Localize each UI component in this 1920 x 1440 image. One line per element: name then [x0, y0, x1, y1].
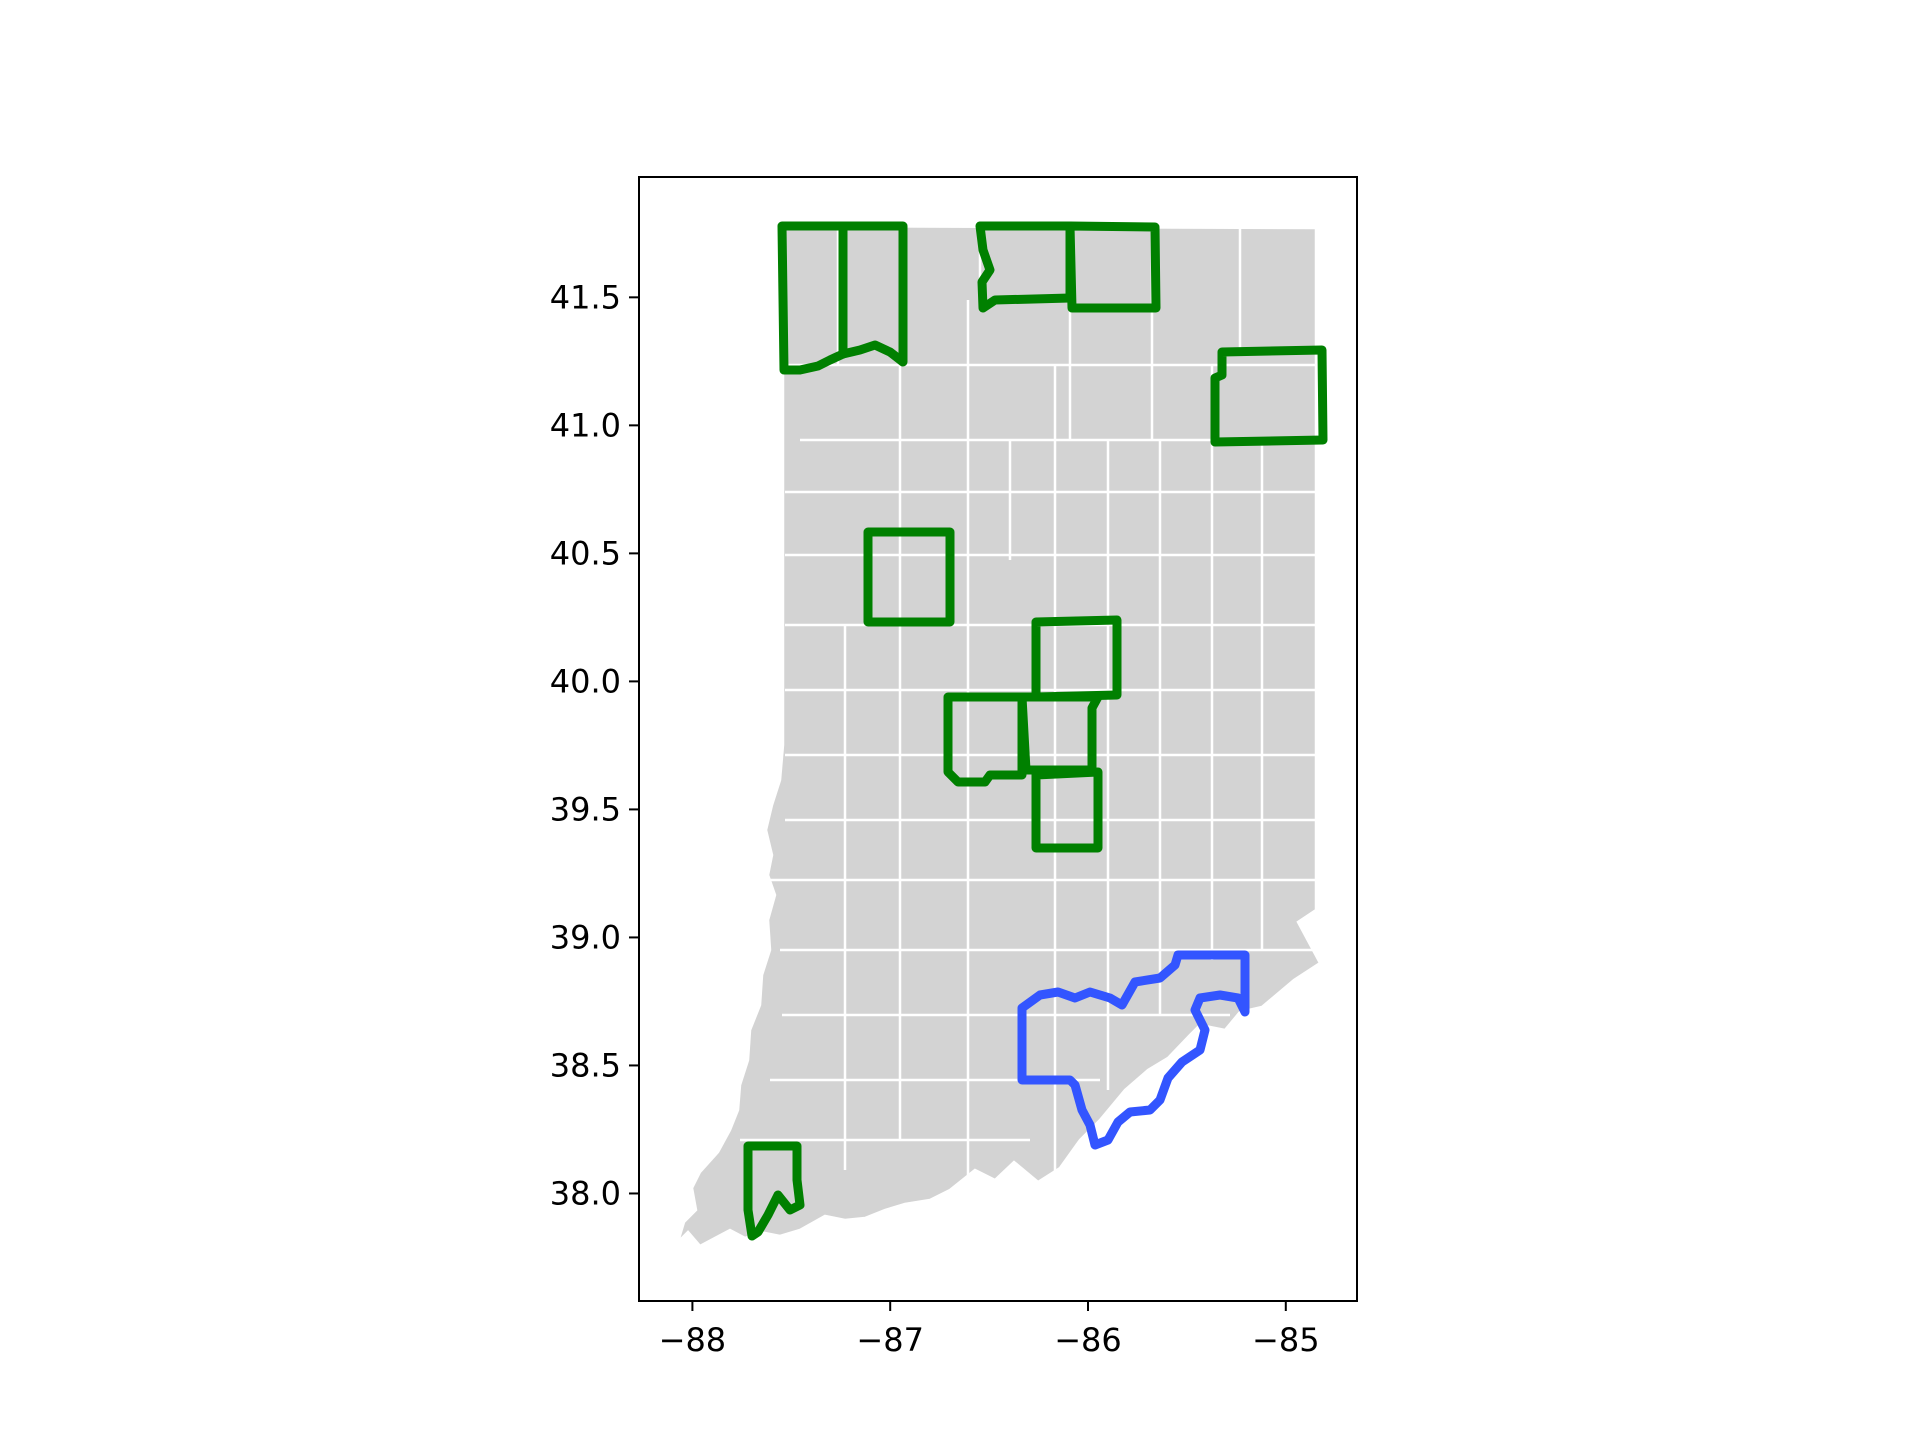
x-tick-label: −85: [1252, 1321, 1320, 1359]
y-tick-label: 39.5: [550, 790, 621, 828]
highlighted-county: [1031, 615, 1122, 702]
highlighted-county: [1065, 221, 1161, 313]
x-tick-label: −88: [659, 1321, 727, 1359]
y-tick-label: 41.0: [550, 406, 621, 444]
highlighted-county: [743, 1141, 805, 1241]
y-tick-label: 40.0: [550, 662, 621, 700]
highlighted-county: [1031, 767, 1103, 853]
y-tick-label: 38.0: [550, 1174, 621, 1212]
highlighted-county: [1017, 692, 1103, 775]
highlight-group-a: [743, 221, 1328, 1241]
highlighted-county: [1210, 345, 1328, 447]
y-tick-label: 39.0: [550, 918, 621, 956]
y-tick-label: 38.5: [550, 1046, 621, 1084]
x-tick-label: −86: [1054, 1321, 1122, 1359]
axes-frame: [638, 176, 1358, 1302]
highlighted-region: [1017, 950, 1250, 1150]
y-tick-label: 41.5: [550, 278, 621, 316]
y-axis: 38.0 38.5 39.0 39.5 40.0 40.5 41.0 41.5: [550, 278, 639, 1212]
map-layer: [676, 221, 1328, 1248]
highlighted-county: [863, 527, 955, 627]
highlighted-county: [838, 221, 908, 367]
highlight-group-b: [1017, 950, 1250, 1150]
x-axis: −88 −87 −86 −85: [659, 1301, 1320, 1359]
x-tick-label: −87: [856, 1321, 924, 1359]
y-tick-label: 40.5: [550, 534, 621, 572]
